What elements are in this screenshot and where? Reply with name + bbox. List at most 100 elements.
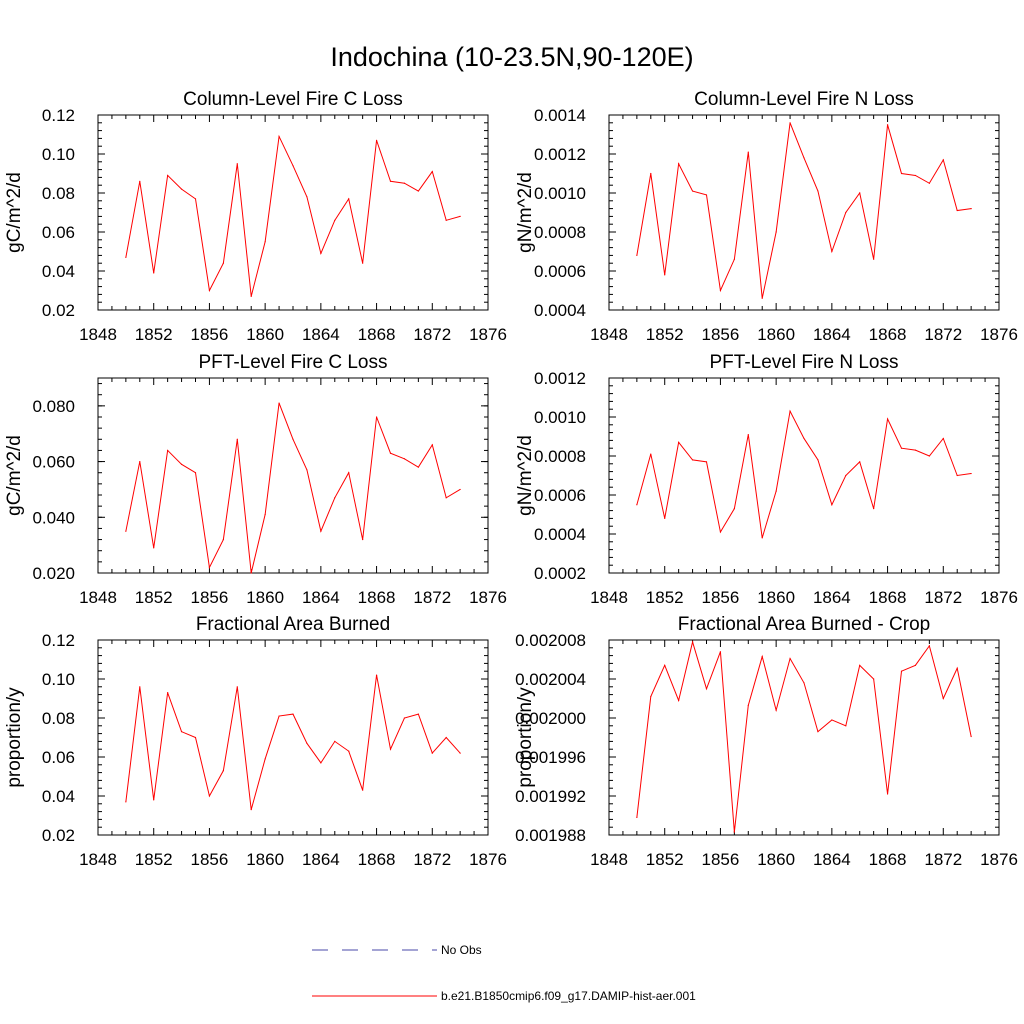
y-tick-label: 0.12 bbox=[42, 106, 75, 125]
x-tick-label: 1876 bbox=[980, 588, 1018, 607]
data-point bbox=[803, 682, 805, 684]
x-tick-label: 1856 bbox=[191, 850, 229, 869]
data-point bbox=[334, 219, 336, 221]
data-point bbox=[167, 174, 169, 177]
data-point bbox=[180, 188, 183, 190]
data-point bbox=[278, 402, 280, 404]
y-tick-label: 0.10 bbox=[42, 145, 75, 164]
data-point bbox=[334, 497, 336, 499]
data-point bbox=[320, 762, 322, 764]
data-point bbox=[417, 466, 419, 468]
data-point bbox=[761, 537, 763, 539]
y-axis-label: proportion/y bbox=[4, 687, 25, 788]
data-point bbox=[719, 531, 722, 533]
chart-panel-1: Column-Level Fire C Loss gC/m^2/d 1848 1852… bbox=[4, 89, 507, 344]
data-point bbox=[775, 490, 777, 492]
x-tick-label: 1864 bbox=[302, 588, 340, 607]
data-point bbox=[278, 135, 280, 138]
data-point bbox=[831, 250, 833, 253]
series-line bbox=[636, 409, 972, 539]
y-tick-label: 0.02 bbox=[42, 301, 75, 320]
x-tick-label: 1856 bbox=[191, 588, 229, 607]
x-tick-label: 1860 bbox=[246, 325, 284, 344]
data-point bbox=[292, 438, 294, 440]
data-point bbox=[636, 254, 638, 256]
data-point bbox=[403, 717, 406, 719]
data-point bbox=[348, 198, 350, 200]
data-point bbox=[928, 645, 930, 647]
data-point bbox=[250, 572, 252, 574]
data-point bbox=[194, 472, 197, 474]
data-point bbox=[678, 441, 680, 443]
data-point bbox=[664, 274, 666, 276]
chart-panel-2: Column-Level Fire N Loss gN/m^2/d 1848 1852… bbox=[515, 89, 1018, 344]
panel-title: Column-Level Fire C Loss bbox=[183, 89, 403, 110]
y-axis-label: gC/m^2/d bbox=[4, 172, 25, 253]
series-line bbox=[636, 122, 972, 299]
data-point bbox=[153, 547, 155, 549]
data-point bbox=[956, 209, 958, 212]
data-point bbox=[678, 163, 680, 165]
x-tick-label: 1868 bbox=[358, 850, 396, 869]
data-point bbox=[733, 508, 735, 510]
data-point bbox=[789, 410, 791, 412]
y-tick-label: 0.0012 bbox=[534, 145, 586, 164]
x-tick-label: 1868 bbox=[358, 325, 396, 344]
data-point bbox=[264, 513, 266, 516]
y-tick-label: 0.080 bbox=[32, 397, 75, 416]
x-tick-label: 1868 bbox=[869, 588, 907, 607]
data-point bbox=[445, 219, 447, 221]
data-point bbox=[250, 295, 252, 297]
data-point bbox=[803, 437, 805, 440]
data-point bbox=[705, 461, 708, 463]
data-point bbox=[873, 258, 875, 260]
data-point bbox=[264, 758, 266, 760]
data-point bbox=[956, 474, 958, 477]
data-point bbox=[817, 190, 819, 192]
data-point bbox=[222, 262, 224, 264]
y-tick-label: 0.04 bbox=[42, 262, 75, 281]
legend: No Obs b.e21.B1850cmip6.f09_g17.DAMIP-hi… bbox=[312, 943, 696, 1003]
data-point bbox=[761, 297, 763, 299]
data-point bbox=[747, 433, 749, 436]
series-line bbox=[636, 640, 972, 833]
data-point bbox=[733, 831, 735, 833]
y-axis-label: gC/m^2/d bbox=[4, 435, 25, 516]
x-tick-label: 1864 bbox=[302, 850, 340, 869]
x-tick-label: 1860 bbox=[757, 588, 795, 607]
data-point bbox=[306, 469, 308, 471]
data-point bbox=[664, 517, 666, 520]
x-tick-label: 1860 bbox=[757, 850, 795, 869]
data-point bbox=[417, 190, 419, 192]
data-point bbox=[650, 695, 652, 698]
data-point bbox=[817, 459, 819, 461]
data-point bbox=[139, 686, 141, 688]
y-axis-label: proportion/y bbox=[515, 687, 536, 788]
data-point bbox=[733, 258, 735, 260]
data-point bbox=[125, 801, 127, 803]
x-tick-label: 1876 bbox=[980, 850, 1018, 869]
plot-frame bbox=[97, 639, 489, 836]
legend-item-no-obs: No Obs bbox=[312, 943, 482, 957]
data-point bbox=[970, 208, 972, 210]
data-point bbox=[208, 566, 211, 569]
x-tick-label: 1860 bbox=[246, 850, 284, 869]
x-tick-label: 1848 bbox=[590, 325, 628, 344]
x-tick-label: 1876 bbox=[469, 850, 507, 869]
series-line bbox=[125, 402, 461, 574]
y-tick-label: 0.0006 bbox=[534, 486, 586, 505]
data-point bbox=[236, 438, 238, 440]
data-point bbox=[873, 678, 875, 680]
chart-panel-6: Fractional Area Burned - Crop proportion/… bbox=[515, 614, 1018, 869]
x-tick-label: 1868 bbox=[358, 588, 396, 607]
plot-frame bbox=[608, 377, 1000, 574]
y-axis-label: gN/m^2/d bbox=[515, 435, 536, 516]
data-point bbox=[886, 418, 889, 420]
y-tick-label: 0.0004 bbox=[534, 301, 586, 320]
data-point bbox=[886, 124, 889, 126]
data-point bbox=[306, 742, 308, 744]
data-point bbox=[956, 667, 958, 669]
panel-title: Column-Level Fire N Loss bbox=[694, 89, 914, 110]
data-point bbox=[859, 192, 861, 194]
x-tick-label: 1848 bbox=[590, 588, 628, 607]
